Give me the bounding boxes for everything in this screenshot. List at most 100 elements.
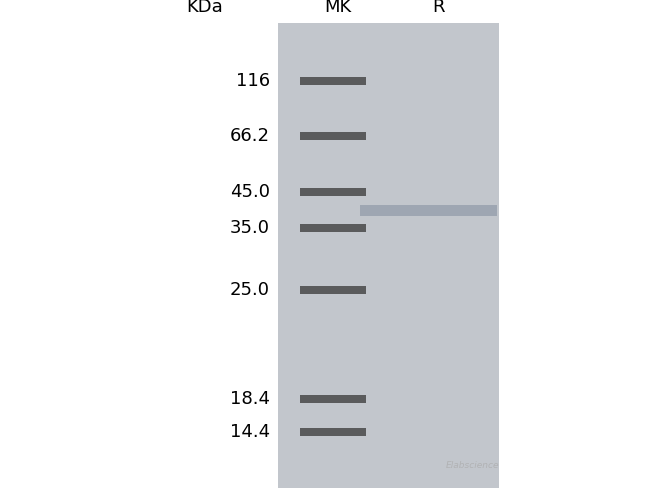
Bar — [304, 22, 305, 487]
Bar — [369, 22, 370, 487]
Text: 45.0: 45.0 — [230, 183, 270, 201]
Bar — [444, 22, 445, 487]
Bar — [434, 22, 435, 487]
Bar — [423, 22, 424, 487]
Bar — [390, 22, 391, 487]
Bar — [300, 224, 366, 232]
Bar — [339, 22, 340, 487]
Bar — [302, 22, 304, 487]
Bar — [422, 22, 423, 487]
Text: 18.4: 18.4 — [230, 390, 270, 408]
Bar — [487, 22, 488, 487]
Bar — [318, 22, 319, 487]
Bar — [456, 22, 457, 487]
Bar — [450, 22, 452, 487]
Bar — [300, 428, 366, 436]
Bar — [350, 22, 351, 487]
Bar — [354, 22, 355, 487]
Bar — [409, 22, 411, 487]
Bar — [394, 22, 395, 487]
Bar — [380, 22, 381, 487]
Bar — [391, 22, 392, 487]
Bar — [336, 22, 338, 487]
Bar — [341, 22, 342, 487]
Bar — [306, 22, 307, 487]
Bar — [472, 22, 474, 487]
Bar — [452, 22, 453, 487]
Bar — [417, 22, 419, 487]
Bar — [476, 22, 477, 487]
Bar — [331, 22, 332, 487]
Bar — [474, 22, 475, 487]
Bar — [401, 22, 402, 487]
Bar — [324, 22, 326, 487]
Bar — [436, 22, 438, 487]
Bar — [402, 22, 403, 487]
Bar — [346, 22, 348, 487]
Bar — [278, 22, 499, 487]
Bar — [443, 22, 444, 487]
Bar — [281, 22, 283, 487]
Bar — [489, 22, 490, 487]
Bar — [378, 22, 379, 487]
Bar — [463, 22, 464, 487]
Bar — [355, 22, 356, 487]
Bar — [479, 22, 480, 487]
Bar — [381, 22, 382, 487]
Bar — [491, 22, 492, 487]
Bar — [371, 22, 372, 487]
Bar — [413, 22, 414, 487]
Bar — [469, 22, 470, 487]
Bar — [283, 22, 285, 487]
Bar — [305, 22, 306, 487]
Bar — [405, 22, 406, 487]
Bar — [328, 22, 329, 487]
Bar — [492, 22, 494, 487]
Bar — [446, 22, 447, 487]
Bar — [455, 22, 456, 487]
Bar — [490, 22, 491, 487]
Bar — [344, 22, 346, 487]
Bar — [435, 22, 436, 487]
Bar — [379, 22, 380, 487]
Bar — [297, 22, 298, 487]
Bar — [453, 22, 454, 487]
Bar — [392, 22, 393, 487]
Bar — [361, 22, 362, 487]
Bar — [475, 22, 476, 487]
Bar — [467, 22, 468, 487]
Bar — [458, 22, 460, 487]
Bar — [494, 22, 496, 487]
Bar — [314, 22, 316, 487]
Text: 116: 116 — [236, 72, 270, 90]
Bar — [366, 22, 368, 487]
Bar — [349, 22, 350, 487]
Bar — [308, 22, 309, 487]
Bar — [288, 22, 289, 487]
Bar — [440, 22, 441, 487]
Bar — [319, 22, 320, 487]
Bar — [384, 22, 385, 487]
Bar — [321, 22, 322, 487]
Text: KDa: KDa — [186, 0, 222, 16]
Bar — [364, 22, 365, 487]
Bar — [480, 22, 482, 487]
Bar — [488, 22, 489, 487]
Bar — [441, 22, 442, 487]
Bar — [373, 22, 375, 487]
Bar — [464, 22, 465, 487]
Bar — [484, 22, 485, 487]
Text: Elabscience: Elabscience — [446, 460, 499, 469]
Text: R: R — [433, 0, 445, 16]
Bar — [343, 22, 344, 487]
Bar — [292, 22, 293, 487]
Bar — [457, 22, 458, 487]
Bar — [403, 22, 404, 487]
Text: 25.0: 25.0 — [230, 281, 270, 299]
Bar — [300, 188, 366, 196]
Bar — [298, 22, 299, 487]
Bar — [311, 22, 312, 487]
Bar — [285, 22, 286, 487]
Bar — [370, 22, 371, 487]
Bar — [327, 22, 328, 487]
